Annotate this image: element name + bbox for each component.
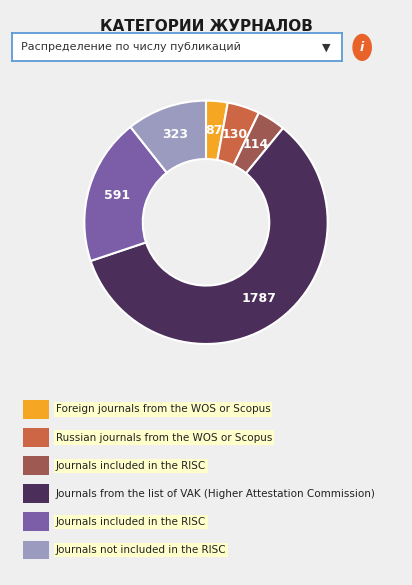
Text: 1787: 1787 — [241, 292, 276, 305]
Text: Распределение по числу публикаций: Распределение по числу публикаций — [21, 42, 241, 53]
Wedge shape — [234, 113, 283, 173]
Text: Journals from the list of VAK (Higher Attestation Commission): Journals from the list of VAK (Higher At… — [56, 488, 375, 499]
Text: i: i — [360, 41, 364, 54]
Text: КАТЕГОРИИ ЖУРНАЛОВ: КАТЕГОРИИ ЖУРНАЛОВ — [100, 19, 312, 34]
Text: 323: 323 — [163, 129, 189, 142]
Wedge shape — [218, 102, 259, 166]
Text: Journals included in the RISC: Journals included in the RISC — [56, 517, 206, 527]
Wedge shape — [84, 127, 167, 261]
Wedge shape — [91, 128, 328, 344]
Text: 87: 87 — [206, 123, 223, 137]
Text: Foreign journals from the WOS or Scopus: Foreign journals from the WOS or Scopus — [56, 404, 270, 415]
Wedge shape — [206, 101, 228, 160]
Circle shape — [353, 35, 371, 60]
Text: 591: 591 — [104, 190, 131, 202]
Text: ▼: ▼ — [322, 42, 330, 53]
Wedge shape — [131, 101, 206, 173]
Text: Journals not included in the RISC: Journals not included in the RISC — [56, 545, 226, 555]
Text: Russian journals from the WOS or Scopus: Russian journals from the WOS or Scopus — [56, 432, 272, 443]
Text: 130: 130 — [222, 128, 248, 141]
Text: Journals included in the RISC: Journals included in the RISC — [56, 460, 206, 471]
Text: 114: 114 — [243, 138, 269, 151]
